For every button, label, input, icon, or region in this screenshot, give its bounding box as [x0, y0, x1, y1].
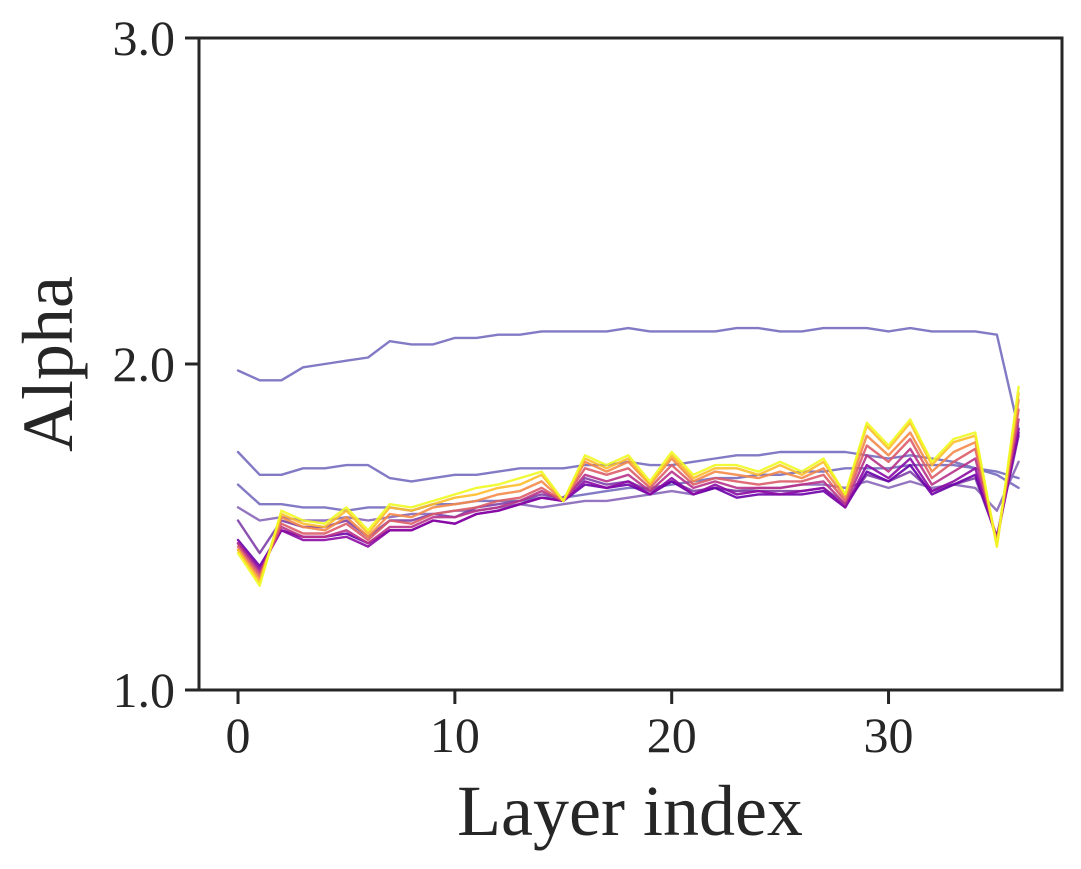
- series-layer: [236, 326, 1020, 587]
- series-line-10: [236, 398, 1020, 581]
- series-line-1: [236, 326, 1020, 431]
- y-tick-label-1: 2.0: [113, 336, 176, 392]
- series-line-7: [236, 428, 1020, 571]
- plot-frame: [197, 36, 1064, 692]
- series-line-9: [236, 408, 1020, 578]
- x-tick-label-10: 10: [430, 707, 480, 763]
- series-line-6: [236, 431, 1020, 568]
- series-line-3: [236, 463, 1020, 512]
- x-tick-label-30: 30: [864, 707, 914, 763]
- y-axis-label: Alpha: [8, 276, 88, 452]
- y-tick-label-2: 3.0: [113, 10, 176, 66]
- x-axis-label: Layer index: [457, 771, 803, 851]
- x-tick-label-20: 20: [647, 707, 697, 763]
- tick-layer: 0 10 20 30 1.0 2.0 3.0: [113, 10, 914, 763]
- x-tick-label-0: 0: [226, 707, 251, 763]
- series-line-11: [236, 392, 1020, 584]
- y-tick-label-0: 1.0: [113, 662, 176, 718]
- series-line-12: [236, 385, 1020, 587]
- series-line-8: [236, 418, 1020, 574]
- series-line-4: [236, 460, 1020, 522]
